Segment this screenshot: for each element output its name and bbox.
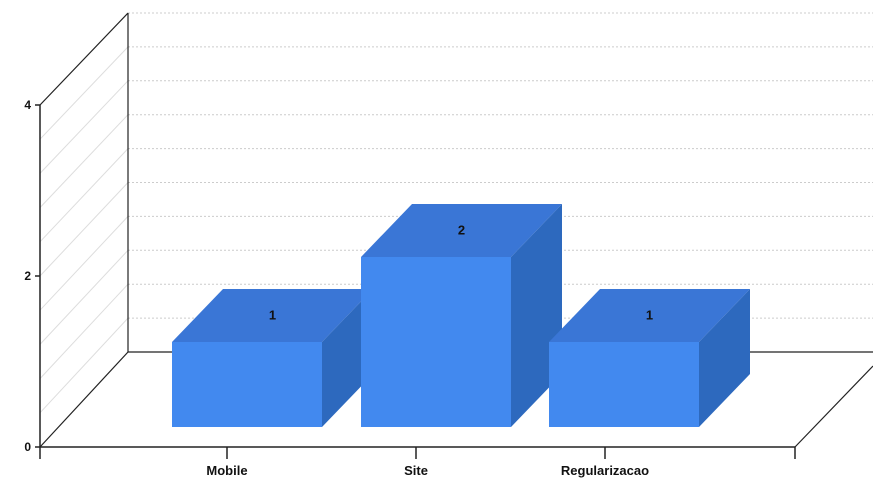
gridline-side bbox=[39, 249, 129, 345]
gridline-side bbox=[39, 46, 129, 140]
bar-front-face bbox=[549, 342, 699, 427]
category-label: Mobile bbox=[206, 463, 247, 478]
y-tick-label: 0 bbox=[24, 440, 31, 454]
category-label: Site bbox=[404, 463, 428, 478]
bar-data-label: 1 bbox=[269, 308, 276, 323]
gridline-side bbox=[39, 182, 129, 277]
bar-data-label: 2 bbox=[458, 223, 465, 238]
gridline-side bbox=[39, 216, 129, 311]
bar-side-face bbox=[699, 289, 750, 427]
bar-front-face bbox=[172, 342, 322, 427]
gridline-side bbox=[39, 317, 129, 414]
bar-side-face bbox=[322, 289, 373, 427]
floor-left-edge bbox=[39, 351, 129, 448]
bar-top-face bbox=[361, 204, 562, 257]
gridline-side bbox=[39, 148, 129, 243]
category-label: Regularizacao bbox=[561, 463, 649, 478]
floor-right-edge bbox=[794, 365, 873, 448]
bar-top-face bbox=[549, 289, 750, 342]
bar-data-label: 1 bbox=[646, 308, 653, 323]
y-tick-label: 2 bbox=[24, 269, 31, 283]
gridline-side bbox=[39, 114, 129, 208]
bar-top-face bbox=[172, 289, 373, 342]
gridline-side bbox=[39, 80, 129, 174]
gridline-side bbox=[39, 283, 129, 379]
y-tick-label: 4 bbox=[24, 98, 31, 112]
side-wall-top-edge bbox=[39, 12, 129, 106]
bar-front-face bbox=[361, 257, 511, 427]
